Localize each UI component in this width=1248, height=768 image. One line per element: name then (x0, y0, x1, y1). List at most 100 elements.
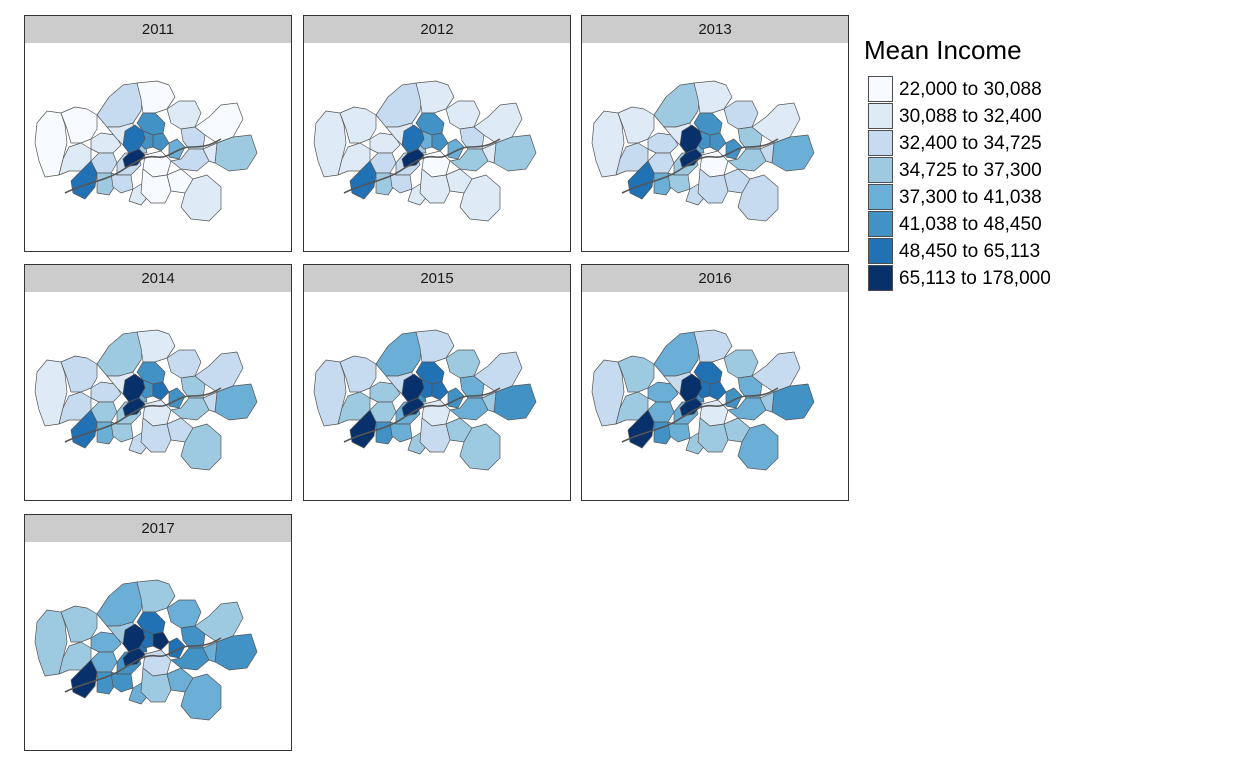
borough-region (369, 132, 401, 154)
borough-region (459, 423, 501, 471)
borough-region (737, 174, 779, 222)
borough-region (653, 82, 701, 128)
borough-region (60, 605, 98, 643)
borough-region (122, 647, 146, 667)
map-panel (303, 43, 571, 252)
borough-region (152, 381, 170, 401)
borough-region (679, 148, 703, 168)
facet-panel: 2014 (24, 264, 292, 501)
borough-region (339, 355, 377, 393)
legend-title: Mean Income (864, 35, 1022, 65)
borough-region (401, 148, 425, 168)
london-borough-map (313, 80, 537, 222)
borough-region (375, 82, 423, 128)
facet-year-label: 2014 (24, 264, 292, 293)
borough-region (194, 102, 244, 144)
london-borough-map (313, 329, 537, 471)
river-thames (64, 138, 222, 194)
facet-panel: 2012 (303, 15, 571, 252)
facet-year-label: 2012 (303, 15, 571, 44)
borough-region (122, 148, 146, 168)
borough-region (369, 381, 401, 403)
borough-region (166, 349, 202, 379)
legend: Mean Income 22,000 to 30,088 30,088 to 32… (864, 34, 1051, 292)
borough-region (737, 423, 779, 471)
borough-region (473, 102, 523, 144)
borough-region (679, 373, 703, 403)
borough-region (723, 100, 759, 130)
borough-region (481, 391, 497, 413)
borough-region (431, 381, 449, 401)
borough-region (617, 106, 655, 144)
facet-year-label: 2015 (303, 264, 571, 293)
borough-region (90, 381, 122, 403)
legend-label: 48,450 to 65,113 (899, 241, 1041, 262)
borough-region (202, 641, 218, 663)
borough-region (110, 421, 134, 443)
legend-swatch (868, 184, 893, 210)
river-thames (64, 637, 222, 693)
legend-swatch (868, 103, 893, 129)
river-thames (343, 387, 501, 443)
borough-region (627, 160, 655, 200)
borough-region (122, 373, 146, 403)
london-borough-map (34, 80, 258, 222)
borough-region (647, 381, 679, 403)
borough-region (122, 397, 146, 417)
legend-swatch (868, 238, 893, 264)
legend-item: 65,113 to 178,000 (864, 265, 1051, 292)
borough-region (375, 331, 423, 377)
borough-region (152, 631, 170, 651)
borough-region (122, 623, 146, 653)
borough-region (401, 124, 425, 154)
legend-swatch (868, 130, 893, 156)
borough-region (617, 355, 655, 393)
borough-region (70, 160, 98, 200)
borough-region (202, 142, 218, 164)
legend-swatch (868, 157, 893, 183)
borough-region (493, 134, 537, 172)
legend-swatch (868, 76, 893, 102)
borough-region (70, 659, 98, 699)
borough-region (140, 168, 172, 204)
borough-region (627, 409, 655, 449)
legend-items: 22,000 to 30,088 30,088 to 32,400 32,400 t… (864, 76, 1051, 292)
borough-region (667, 421, 691, 443)
borough-region (194, 351, 244, 393)
borough-region (60, 355, 98, 393)
legend-item: 37,300 to 41,038 (864, 184, 1042, 211)
map-panel (24, 292, 292, 501)
facet-year-label: 2017 (24, 514, 292, 543)
borough-region (759, 142, 775, 164)
borough-region (180, 423, 222, 471)
borough-region (445, 349, 481, 379)
legend-item: 30,088 to 32,400 (864, 103, 1042, 130)
facet-year-label: 2016 (581, 264, 849, 293)
borough-region (90, 631, 122, 653)
borough-region (180, 174, 222, 222)
borough-region (667, 172, 691, 194)
borough-region (697, 417, 729, 453)
map-panel (581, 292, 849, 501)
facet-panel: 2015 (303, 264, 571, 501)
borough-region (653, 331, 701, 377)
borough-region (166, 100, 202, 130)
map-panel (581, 43, 849, 252)
borough-region (445, 100, 481, 130)
borough-region (90, 132, 122, 154)
borough-region (473, 351, 523, 393)
borough-region (349, 160, 377, 200)
borough-region (647, 132, 679, 154)
facet-panel: 2011 (24, 15, 292, 252)
borough-region (60, 106, 98, 144)
borough-region (419, 417, 451, 453)
borough-region (723, 349, 759, 379)
legend-item: 41,038 to 48,450 (864, 211, 1042, 238)
legend-item: 32,400 to 34,725 (864, 130, 1042, 157)
facet-year-label: 2011 (24, 15, 292, 44)
legend-item: 48,450 to 65,113 (864, 238, 1040, 265)
borough-region (214, 383, 258, 421)
borough-region (459, 174, 501, 222)
facet-panel: 2017 (24, 514, 292, 751)
borough-region (401, 373, 425, 403)
